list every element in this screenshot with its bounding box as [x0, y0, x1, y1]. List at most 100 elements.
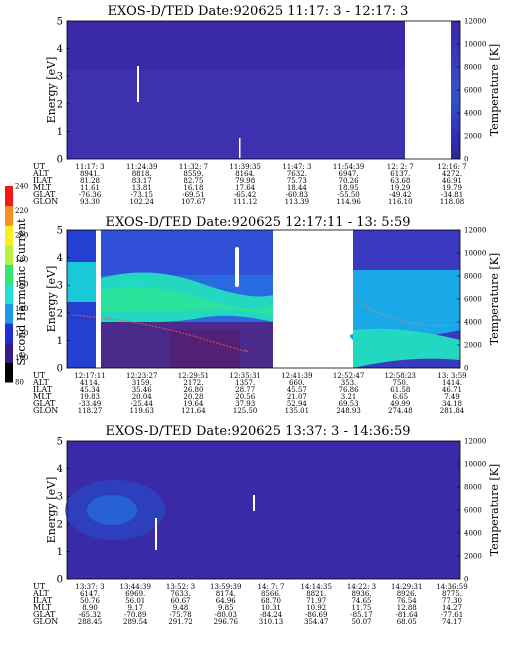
panel-2-row-value: 125.50 [233, 407, 258, 415]
panel-2-row-value: 12:23:27 [126, 372, 157, 380]
panel-3-ylabel: Energy [eV] [45, 477, 58, 544]
panel-2-y2tick: 0 [464, 365, 468, 373]
panel-2-row-value: 35.46 [132, 386, 153, 394]
panel-1-y2tick: 0 [464, 156, 468, 164]
panel-3-row-value: -81.64 [396, 611, 419, 619]
panel-1-y2tick: 2000 [464, 133, 482, 141]
panel-3-row-value: 13:59:39 [210, 583, 241, 591]
panel-2: EXOS-D/TED Date:920625 12:17:11 - 13: 5:… [32, 215, 501, 415]
panel-3-row-value: 74.17 [442, 618, 462, 626]
panel-3-row-value: 8.90 [82, 604, 98, 612]
panel-2-row-value: 21.07 [287, 393, 307, 401]
panel-2-row-value: 26.80 [183, 386, 203, 394]
panel-1-row-value: 11:39:35 [229, 163, 260, 171]
panel-2-band-1-inner [101, 287, 273, 315]
panel-3-title: EXOS-D/TED Date:920625 13:37: 3 - 14:36:… [106, 424, 411, 439]
panel-1-row-value: 12: 2: 7 [387, 163, 414, 171]
panel-1-row-value: 116.10 [388, 198, 413, 206]
panel-2-row-value: 28.77 [235, 386, 255, 394]
colorbar-swatch [5, 323, 13, 344]
panel-2-row-value: 121.64 [181, 407, 206, 415]
colorbar-tick: 200 [15, 232, 28, 240]
panel-1-row-value: 11:32: 7 [179, 163, 208, 171]
panel-1-edge [451, 21, 460, 159]
panel-3-row-value: 13:52: 3 [166, 583, 195, 591]
panel-2-row-value: 1414. [442, 379, 462, 387]
panel-3-row-value: 10.92 [306, 604, 326, 612]
panel-2-row-value: 3.21 [341, 393, 357, 401]
panel-1-heatmap [66, 20, 461, 160]
panel-3-row-label: ALT [32, 589, 49, 598]
panel-2-ytick: 3 [57, 281, 63, 292]
panel-3: EXOS-D/TED Date:920625 13:37: 3 - 14:36:… [32, 424, 501, 626]
panel-2-ytick: 2 [57, 308, 63, 319]
panel-2-row-label: ILAT [33, 385, 53, 394]
panel-3-row-value: 11.75 [351, 604, 371, 612]
panel-2-row-value: 4114. [80, 379, 100, 387]
panel-3-row-value: -84.24 [260, 611, 283, 619]
panel-3-row-label: GLON [33, 617, 58, 626]
panel-3-row-label: UT [33, 582, 46, 591]
panel-1-row-value: 16.18 [183, 184, 203, 192]
panel-2-row-value: -25.44 [131, 400, 154, 408]
panel-3-y2tick: 10000 [464, 461, 486, 469]
panel-1-row-label: MLT [33, 183, 52, 192]
panel-1-row-value: 6947. [339, 170, 359, 178]
panel-3-row-value: 68.70 [261, 597, 281, 605]
panel-3-row-value: 76.54 [397, 597, 418, 605]
panel-3-row-value: 8174. [216, 590, 236, 598]
panel-2-row-value: 76.86 [339, 386, 360, 394]
panel-2-band-1-upper [101, 230, 273, 275]
panel-3-row-value: -65.32 [79, 611, 101, 619]
panel-2-ytick: 4 [57, 253, 63, 264]
panel-2-row-value: 119.63 [129, 407, 154, 415]
panel-1-y2tick: 8000 [464, 64, 482, 72]
panel-1-row-value: 82.75 [183, 177, 203, 185]
panel-3-spike-b [253, 495, 255, 511]
panel-1-row-value: 111.12 [233, 198, 258, 206]
panel-2-row-value: 12:41:39 [281, 372, 312, 380]
panel-1-y2tick: 10000 [464, 41, 486, 49]
colorbar-swatch [5, 225, 13, 246]
panel-3-blob-core [87, 495, 137, 525]
panel-2-row-value: 750. [392, 379, 408, 387]
panel-2-ylabel: Energy [eV] [45, 266, 58, 333]
colorbar-tick: 80 [15, 379, 24, 387]
panel-3-row-label: GLAT [33, 610, 56, 619]
panel-2-row-value: 12:58:23 [385, 372, 416, 380]
panel-1-row-value: 102.24 [129, 198, 154, 206]
panel-1-row-value: 8559. [183, 170, 203, 178]
panel-1-row-value: -65.42 [234, 191, 256, 199]
colorbar-swatch [5, 342, 13, 363]
panel-3-row-value: 14: 7: 7 [258, 583, 285, 591]
panel-3-ytick: 3 [57, 492, 63, 503]
panel-1-row-value: 11:17: 3 [75, 163, 104, 171]
panel-1-row-value: 63.68 [390, 177, 410, 185]
panel-1-row-value: 113.39 [285, 198, 310, 206]
panel-2-row-value: 135.01 [285, 407, 310, 415]
panel-3-spike-a [155, 518, 157, 550]
panel-2-heatmap [66, 229, 461, 369]
panel-3-y2label: Temperature [K] [488, 464, 501, 556]
panel-2-row-value: -33.49 [79, 400, 101, 408]
panel-1-row-value: 107.67 [181, 198, 206, 206]
panel-3-y2tick: 6000 [464, 507, 482, 515]
panel-3-row-value: -75.78 [169, 611, 191, 619]
panel-3-row-value: 291.72 [168, 618, 193, 626]
panel-3-row-value: 289.54 [123, 618, 148, 626]
panel-1-row-value: 11:24:39 [126, 163, 157, 171]
panel-3-row-value: -86.69 [305, 611, 327, 619]
panel-2-gap-1 [96, 230, 101, 368]
panel-2-y2tick: 6000 [464, 296, 482, 304]
panel-3-row-label: ILAT [33, 596, 53, 605]
panel-2-row-value: 118.27 [78, 407, 103, 415]
panel-3-row-value: 8821. [306, 590, 326, 598]
panel-2-ytick: 5 [57, 226, 63, 237]
colorbar-tick: 120 [15, 330, 28, 338]
panel-2-row-value: 12:35:31 [229, 372, 260, 380]
panel-3-row-value: 10.31 [261, 604, 281, 612]
panel-1-row-value: 46.91 [442, 177, 462, 185]
panel-1-ytick: 3 [57, 72, 63, 83]
panel-3-y2tick: 2000 [464, 553, 482, 561]
colorbar-swatch [5, 303, 13, 324]
